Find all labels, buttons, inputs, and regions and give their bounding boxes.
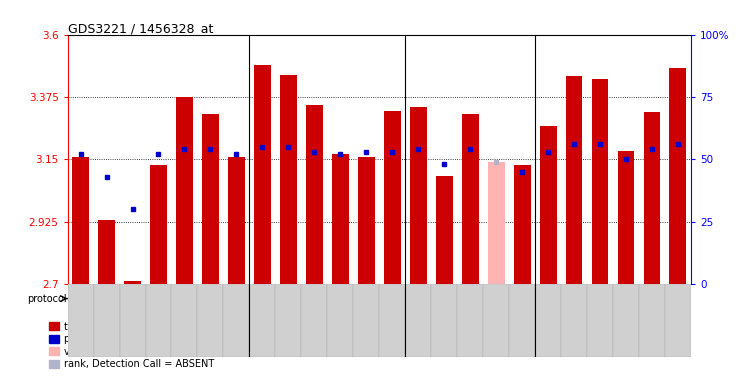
Bar xyxy=(249,284,406,313)
Bar xyxy=(535,284,691,313)
Bar xyxy=(98,220,115,284)
Bar xyxy=(301,284,327,357)
Bar xyxy=(357,157,375,284)
Bar xyxy=(639,35,665,284)
Bar xyxy=(431,284,457,357)
Bar xyxy=(249,35,276,284)
Bar xyxy=(146,35,171,284)
Bar xyxy=(119,284,146,357)
Legend: transformed count, percentile rank within the sample, value, Detection Call = AB: transformed count, percentile rank withi… xyxy=(50,322,229,369)
Bar xyxy=(379,35,406,284)
Bar xyxy=(457,35,483,284)
Bar xyxy=(665,35,691,284)
Bar xyxy=(171,35,198,284)
Bar xyxy=(540,126,556,284)
Bar xyxy=(617,151,635,284)
Text: GDS3221 / 1456328_at: GDS3221 / 1456328_at xyxy=(68,22,213,35)
Bar xyxy=(249,284,276,357)
Text: human fast food diet: human fast food diet xyxy=(276,293,379,304)
Bar xyxy=(94,35,119,284)
Bar xyxy=(644,112,660,284)
Bar xyxy=(535,284,561,357)
Bar xyxy=(406,284,535,313)
Bar xyxy=(613,35,639,284)
Bar xyxy=(72,157,89,284)
Bar xyxy=(483,35,509,284)
Bar xyxy=(509,35,535,284)
Bar xyxy=(462,114,478,284)
Bar xyxy=(202,114,219,284)
Bar xyxy=(487,162,505,284)
Bar xyxy=(176,97,193,284)
Bar xyxy=(639,284,665,357)
Text: human cafe diet: human cafe diet xyxy=(430,293,510,304)
Bar xyxy=(228,157,245,284)
Bar xyxy=(94,284,119,357)
Bar xyxy=(509,284,535,357)
Bar xyxy=(254,65,271,284)
Bar xyxy=(327,284,353,357)
Bar xyxy=(613,284,639,357)
Bar xyxy=(301,35,327,284)
Bar xyxy=(592,79,608,284)
Bar xyxy=(514,165,530,284)
Bar xyxy=(669,68,686,284)
Bar xyxy=(436,176,453,284)
Bar xyxy=(431,35,457,284)
Bar xyxy=(119,35,146,284)
Bar xyxy=(406,284,431,357)
Bar xyxy=(587,35,613,284)
Bar xyxy=(276,35,301,284)
Bar xyxy=(587,284,613,357)
Bar xyxy=(280,75,297,284)
Bar xyxy=(665,284,691,357)
Bar xyxy=(379,284,406,357)
Bar xyxy=(457,284,483,357)
Bar xyxy=(566,76,583,284)
Bar xyxy=(384,111,401,284)
Bar xyxy=(327,35,353,284)
Bar xyxy=(68,35,94,284)
Text: chimpanzee diet: chimpanzee diet xyxy=(118,293,199,304)
Bar xyxy=(198,35,224,284)
Text: protocol: protocol xyxy=(27,293,66,304)
Bar xyxy=(198,284,224,357)
Bar xyxy=(483,284,509,357)
Bar xyxy=(68,284,249,313)
Bar xyxy=(146,284,171,357)
Bar xyxy=(68,284,94,357)
Bar xyxy=(535,35,561,284)
Bar xyxy=(410,107,427,284)
Bar xyxy=(406,35,431,284)
Bar xyxy=(353,284,379,357)
Bar xyxy=(353,35,379,284)
Bar xyxy=(150,165,167,284)
Bar xyxy=(224,35,249,284)
Bar xyxy=(276,284,301,357)
Text: control: control xyxy=(596,293,630,304)
Bar xyxy=(561,35,587,284)
Bar xyxy=(124,281,141,284)
Bar xyxy=(561,284,587,357)
Bar xyxy=(306,105,323,284)
Bar xyxy=(224,284,249,357)
Bar xyxy=(171,284,198,357)
Bar xyxy=(332,154,348,284)
